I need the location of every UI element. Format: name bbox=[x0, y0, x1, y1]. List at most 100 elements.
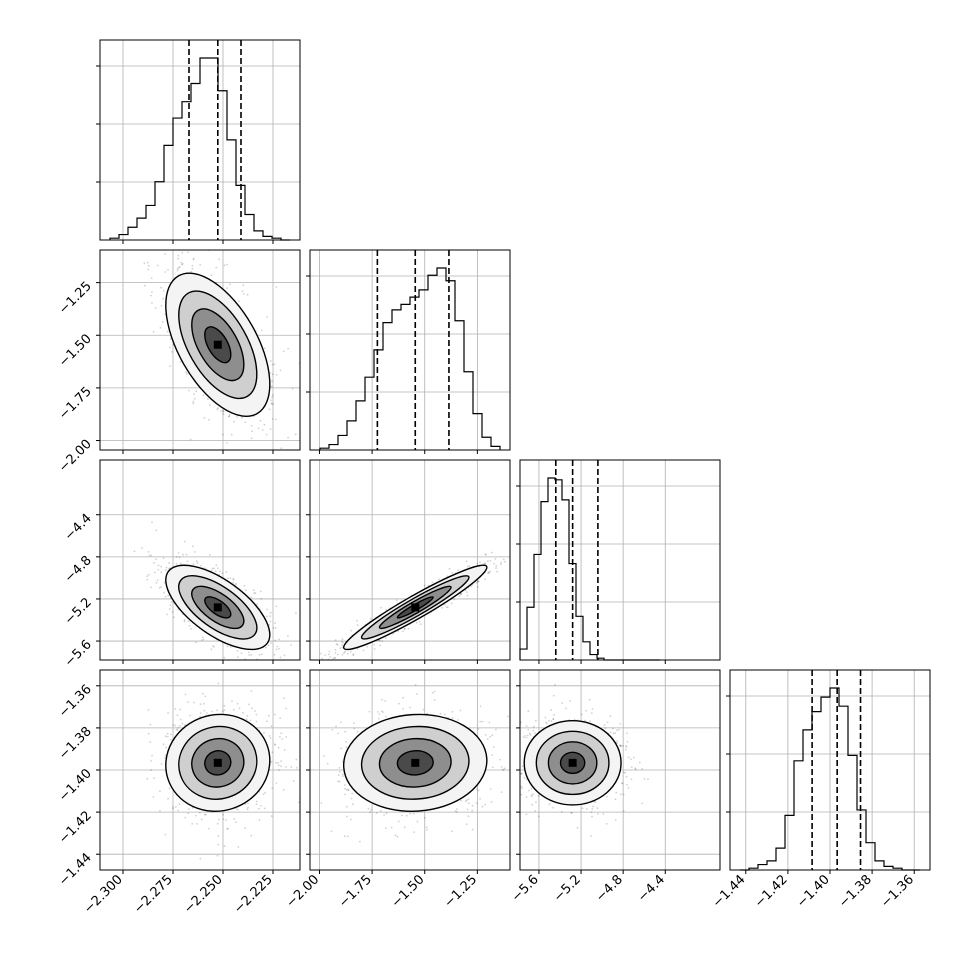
scatter-point bbox=[521, 765, 524, 768]
scatter-point bbox=[491, 754, 494, 756]
scatter-point bbox=[290, 644, 292, 646]
scatter-point bbox=[185, 371, 188, 374]
scatter-point bbox=[147, 551, 150, 553]
scatter-point bbox=[241, 416, 244, 419]
scatter-point bbox=[523, 776, 526, 779]
scatter-point bbox=[213, 567, 215, 570]
scatter-point bbox=[356, 648, 359, 650]
scatter-point bbox=[178, 556, 181, 559]
scatter-point bbox=[222, 413, 225, 415]
scatter-point bbox=[170, 733, 172, 736]
scatter-point bbox=[381, 640, 384, 642]
scatter-point bbox=[338, 766, 341, 769]
scatter-point bbox=[217, 682, 220, 685]
scatter-point bbox=[259, 419, 262, 422]
scatter-point bbox=[338, 770, 341, 773]
scatter-point bbox=[270, 815, 273, 817]
scatter-point bbox=[180, 261, 183, 264]
scatter-point bbox=[242, 711, 244, 714]
scatter-point bbox=[270, 642, 272, 644]
scatter-point bbox=[277, 746, 280, 749]
scatter-point bbox=[191, 806, 194, 809]
scatter-point bbox=[426, 828, 428, 831]
scatter-point bbox=[167, 269, 169, 271]
scatter-point bbox=[232, 578, 235, 581]
scatter-point bbox=[291, 761, 293, 763]
scatter-point bbox=[195, 641, 197, 644]
histogram-panel-3 bbox=[726, 669, 931, 871]
scatter-point bbox=[285, 766, 287, 768]
scatter-point bbox=[250, 596, 253, 599]
scatter-point bbox=[147, 268, 150, 271]
scatter-point bbox=[433, 690, 436, 693]
scatter-point bbox=[295, 758, 298, 761]
scatter-point bbox=[475, 802, 478, 804]
scatter-point bbox=[252, 589, 255, 591]
scatter-point bbox=[168, 787, 171, 790]
scatter-point bbox=[279, 717, 282, 719]
scatter-point bbox=[196, 562, 199, 564]
scatter-point bbox=[450, 602, 453, 605]
scatter-point bbox=[316, 661, 318, 663]
scatter-point bbox=[407, 627, 410, 630]
scatter-point bbox=[192, 563, 195, 565]
scatter-point bbox=[185, 553, 188, 556]
scatter-point bbox=[451, 717, 454, 719]
scatter-point bbox=[309, 663, 311, 665]
density-peak bbox=[213, 758, 222, 767]
scatter-point bbox=[243, 584, 246, 587]
scatter-point bbox=[230, 433, 233, 436]
scatter-point bbox=[456, 808, 458, 810]
scatter-point bbox=[227, 577, 229, 580]
scatter-point bbox=[297, 672, 299, 674]
scatter-point bbox=[260, 597, 262, 600]
scatter-point bbox=[266, 720, 268, 723]
histogram-step-line bbox=[519, 477, 660, 661]
scatter-point bbox=[506, 715, 509, 718]
scatter-point bbox=[232, 708, 235, 711]
scatter-point bbox=[203, 813, 206, 816]
scatter-point bbox=[334, 648, 337, 651]
scatter-point bbox=[179, 718, 182, 721]
scatter-point bbox=[312, 757, 314, 759]
scatter-point bbox=[268, 735, 271, 737]
panel-content bbox=[520, 670, 720, 870]
scatter-point bbox=[190, 627, 193, 630]
scatter-point bbox=[370, 809, 372, 811]
scatter-point bbox=[216, 822, 219, 825]
scatter-point bbox=[160, 586, 162, 588]
scatter-point bbox=[484, 553, 487, 556]
scatter-point bbox=[155, 558, 157, 561]
scatter-point bbox=[351, 803, 354, 806]
scatter-point bbox=[359, 840, 361, 843]
scatter-point bbox=[532, 793, 535, 795]
scatter-point bbox=[287, 347, 289, 350]
scatter-point bbox=[467, 815, 470, 818]
scatter-point bbox=[471, 828, 474, 831]
scatter-point bbox=[188, 624, 191, 627]
scatter-point bbox=[276, 762, 279, 764]
scatter-point bbox=[271, 751, 274, 754]
scatter-point bbox=[591, 808, 594, 810]
scatter-point bbox=[263, 423, 266, 426]
scatter-point bbox=[492, 746, 495, 748]
scatter-point bbox=[489, 570, 492, 573]
scatter-point bbox=[475, 582, 478, 584]
scatter-point bbox=[183, 540, 186, 543]
scatter-point bbox=[237, 846, 240, 848]
scatter-point bbox=[340, 721, 342, 724]
scatter-point bbox=[222, 410, 225, 413]
scatter-point bbox=[177, 257, 180, 260]
scatter-point bbox=[423, 816, 426, 819]
scatter-point bbox=[192, 545, 194, 548]
scatter-point bbox=[247, 651, 250, 654]
histogram-step-line bbox=[740, 687, 920, 871]
density-peak bbox=[213, 603, 222, 612]
scatter-point bbox=[380, 710, 383, 713]
scatter-point bbox=[171, 611, 174, 613]
scatter-point bbox=[466, 808, 469, 811]
scatter-point bbox=[191, 264, 194, 267]
scatter-point bbox=[385, 827, 387, 829]
scatter-point bbox=[431, 581, 434, 584]
scatter-point bbox=[341, 641, 344, 644]
